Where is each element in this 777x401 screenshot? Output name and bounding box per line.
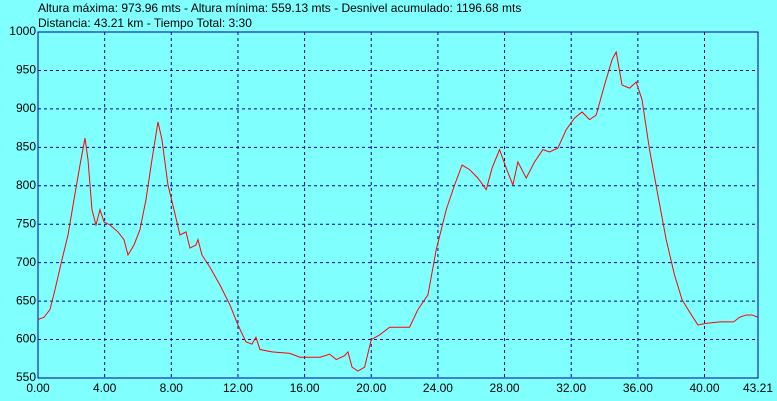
x-tick-label: 24.00	[423, 381, 453, 395]
y-tick-label: 600	[16, 332, 36, 346]
x-tick-label: 43.21	[743, 381, 773, 395]
y-tick-label: 900	[16, 101, 36, 115]
x-tick-label: 40.00	[689, 381, 719, 395]
chart-title: Altura máxima: 973.96 mts - Altura mínim…	[38, 1, 521, 15]
y-tick-label: 700	[16, 255, 36, 269]
x-tick-label: 4.00	[93, 381, 117, 395]
chart-subtitle: Distancia: 43.21 km - Tiempo Total: 3:30	[38, 16, 252, 30]
plot-area	[37, 31, 759, 379]
x-tick-label: 32.00	[556, 381, 586, 395]
elevation-line	[37, 50, 759, 372]
x-tick-label: 0.00	[26, 381, 50, 395]
x-tick-label: 28.00	[490, 381, 520, 395]
y-tick-label: 650	[16, 293, 36, 307]
y-tick-label: 950	[16, 63, 36, 77]
x-tick-label: 16.00	[290, 381, 320, 395]
y-tick-label: 750	[16, 216, 36, 230]
y-tick-label: 800	[16, 178, 36, 192]
y-tick-label: 850	[16, 140, 36, 154]
x-tick-label: 20.00	[356, 381, 386, 395]
y-tick-label: 1000	[9, 24, 36, 38]
x-tick-label: 12.00	[223, 381, 253, 395]
x-tick-label: 36.00	[623, 381, 653, 395]
y-tick-label: 550	[16, 370, 36, 384]
x-tick-label: 8.00	[160, 381, 184, 395]
